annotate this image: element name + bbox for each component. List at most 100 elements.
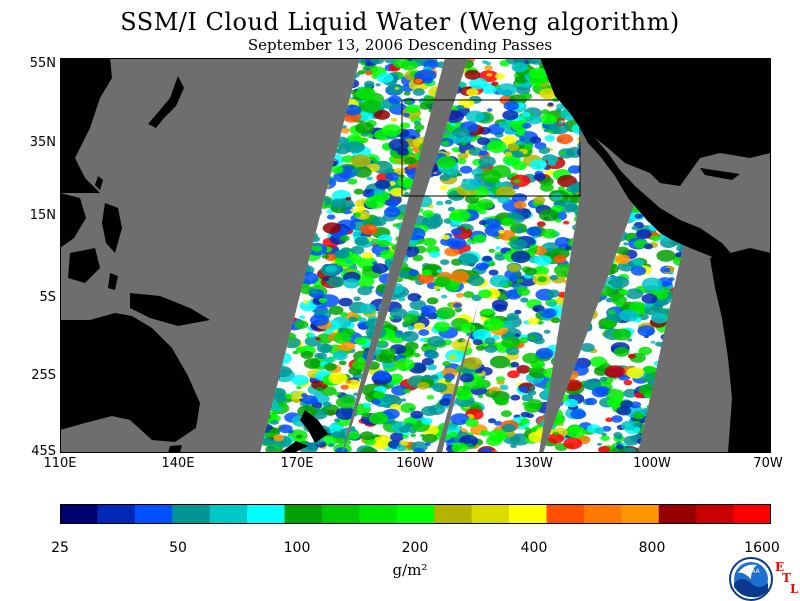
cloud-water-patch (518, 422, 525, 427)
cloud-water-patch (322, 277, 329, 282)
colorbar (60, 504, 771, 524)
cloud-water-patch (422, 433, 438, 444)
cloud-water-patch (422, 237, 437, 247)
cloud-water-patch (328, 372, 348, 385)
cloud-water-patch (362, 252, 374, 259)
cloud-water-patch (321, 254, 329, 259)
cloud-water-patch (527, 317, 539, 325)
cloud-water-patch (521, 92, 533, 100)
cloud-water-patch (373, 370, 391, 381)
cloud-water-patch (330, 165, 344, 174)
cloud-water-patch (615, 435, 623, 440)
cloud-water-patch (524, 426, 530, 431)
cloud-water-patch (404, 98, 413, 104)
cloud-water-patch (274, 406, 283, 412)
cloud-water-patch (444, 247, 460, 257)
cloud-water-patch (554, 237, 571, 247)
cloud-water-patch (643, 243, 653, 250)
cloud-water-patch (454, 385, 471, 397)
cloud-water-patch (534, 255, 552, 266)
cloud-water-patch (503, 100, 519, 111)
cloud-water-patch (653, 290, 669, 300)
cloud-water-patch (421, 269, 432, 276)
land-borneo (68, 248, 100, 283)
cloud-water-patch (540, 308, 557, 319)
cloud-water-patch (563, 437, 583, 450)
cloud-water-patch (352, 231, 362, 237)
cloud-water-patch (358, 317, 367, 323)
colorbar-swatch (60, 504, 98, 524)
cloud-water-patch (423, 77, 433, 84)
cloud-water-patch (446, 237, 467, 250)
cloud-water-patch (402, 434, 409, 439)
cloud-water-patch (522, 111, 531, 118)
colorbar-label-200: 200 (401, 540, 429, 556)
cloud-water-patch (476, 199, 494, 210)
cloud-water-patch (357, 286, 373, 296)
cloud-water-patch (413, 322, 426, 330)
cloud-water-patch (390, 117, 398, 122)
cloud-water-patch (405, 104, 421, 114)
cloud-water-patch (335, 407, 356, 420)
cloud-water-patch (268, 446, 275, 451)
cloud-water-patch (505, 346, 520, 356)
cloud-water-patch (348, 203, 356, 208)
cloud-water-patch (315, 337, 321, 341)
cloud-water-patch (633, 422, 641, 428)
cloud-water-patch (585, 397, 598, 406)
cloud-water-patch (360, 431, 374, 441)
cloud-water-patch (366, 176, 373, 181)
cloud-water-patch (619, 289, 629, 295)
cloud-water-patch (439, 185, 448, 191)
colorbar-frame (60, 504, 771, 524)
cloud-water-patch (650, 235, 660, 242)
etl-letter-e: E (775, 560, 785, 574)
cloud-water-patch (309, 289, 325, 299)
cloud-water-patch (328, 305, 344, 315)
colorbar-label-800: 800 (638, 540, 666, 556)
cloud-water-patch (536, 221, 546, 227)
map-title: SSM/I Cloud Liquid Water (Weng algorithm… (120, 8, 680, 36)
cloud-water-patch (335, 396, 356, 409)
cloud-water-patch (353, 296, 361, 302)
colorbar-swatch (97, 504, 136, 524)
map-panel (60, 58, 771, 453)
cloud-water-patch (516, 287, 530, 296)
cloud-water-patch (488, 418, 496, 424)
land-new-zealand (300, 410, 328, 443)
cloud-water-patch (477, 394, 484, 399)
cloud-water-patch (394, 358, 415, 371)
cloud-water-patch (550, 317, 561, 324)
cloud-water-patch (412, 254, 424, 262)
colorbar-label-1600: 1600 (744, 540, 780, 556)
cloud-water-patch (373, 391, 385, 400)
cloud-water-patch (501, 217, 516, 227)
cloud-water-patch (629, 301, 645, 311)
cloud-water-patch (504, 269, 522, 280)
cloud-water-patch (613, 346, 630, 357)
cloud-water-patch (414, 124, 425, 131)
cloud-water-patch (456, 292, 464, 298)
cloud-water-patch (489, 355, 511, 369)
cloud-water-patch (439, 398, 452, 407)
cloud-water-patch (502, 110, 519, 121)
cloud-water-patch (521, 394, 534, 402)
cloud-water-patch (316, 352, 328, 360)
cloud-water-patch (636, 229, 652, 239)
cloud-water-patch (419, 337, 426, 342)
colorbar-swatch (733, 504, 771, 524)
cloud-water-patch (415, 129, 421, 134)
cloud-water-patch (511, 62, 528, 73)
cloud-water-patch (383, 348, 396, 356)
cloud-water-patch (544, 169, 554, 176)
cloud-water-patch (451, 442, 469, 453)
cloud-water-patch (473, 339, 483, 346)
cloud-water-patch (469, 77, 488, 90)
cloud-water-patch (611, 295, 627, 305)
lat-label-35n: 35N (29, 135, 56, 150)
colorbar-swatch (621, 504, 660, 524)
cloud-water-patch (413, 353, 421, 358)
cloud-water-patch (375, 83, 381, 87)
cloud-water-patch (377, 239, 390, 248)
cloud-water-patch (502, 135, 517, 145)
